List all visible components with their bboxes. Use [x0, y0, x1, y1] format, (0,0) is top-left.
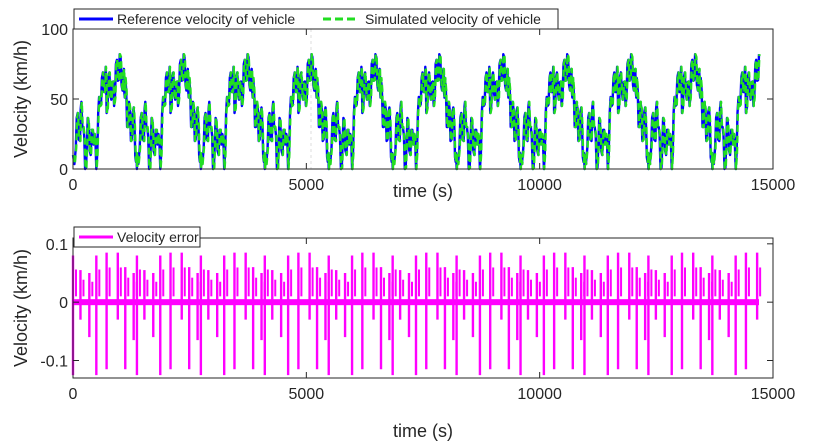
bottom-y-tick-label: 0 [59, 295, 68, 312]
top-plot-ticks: 0 5000 10000 15000 0 50 100 [41, 22, 795, 194]
top-x-tick-label: 10000 [517, 177, 562, 194]
top-plot-series [71, 53, 761, 171]
bottom-legend: Velocity error [73, 226, 201, 248]
bottom-x-tick-label: 0 [69, 386, 78, 403]
top-x-tick-label: 5000 [289, 177, 325, 194]
top-plot: 0 5000 10000 15000 0 50 100 time (s) Velocity … [11, 8, 795, 201]
top-legend-box [73, 8, 559, 30]
top-legend: Reference velocity of vehicle Simulated … [73, 8, 559, 30]
bottom-x-tick-label: 5000 [289, 386, 325, 403]
top-y-axis-label: Velocity (km/h) [11, 40, 31, 158]
top-x-tick-label: 15000 [751, 177, 796, 194]
bottom-plot-ticks: 0 5000 10000 15000-0.100.1 [40, 237, 795, 403]
bottom-plot-frame [72, 237, 774, 379]
bottom-x-tick-label: 15000 [751, 386, 796, 403]
top-x-axis-label: time (s) [393, 181, 453, 201]
bottom-plot-area [73, 238, 773, 378]
legend-error-label: Velocity error [117, 229, 199, 245]
bottom-y-tick-label: -0.1 [40, 354, 68, 371]
series-simulated-velocity-line [72, 53, 761, 171]
legend-reference-label: Reference velocity of vehicle [117, 11, 295, 27]
bottom-y-tick-label: 0.1 [46, 237, 68, 254]
bottom-plot: 0 5000 10000 15000-0.100.1 time (s) Velocit… [11, 226, 795, 441]
bottom-legend-box [73, 226, 201, 248]
top-x-tick-label: 0 [69, 177, 78, 194]
legend-simulated-label: Simulated velocity of vehicle [365, 11, 541, 27]
bottom-x-axis-label: time (s) [393, 421, 453, 441]
bottom-x-tick-label: 10000 [517, 386, 562, 403]
bottom-plot-series [71, 252, 762, 376]
top-y-tick-label: 100 [41, 22, 68, 39]
top-y-tick-label: 50 [50, 92, 68, 109]
bottom-y-axis-label: Velocity (km/h) [11, 249, 31, 367]
top-y-tick-label: 0 [59, 162, 68, 179]
